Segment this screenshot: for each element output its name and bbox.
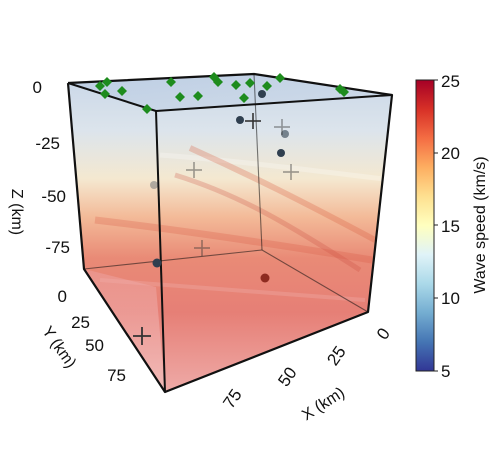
cube-edge-right-top [155,94,393,112]
event-dot [150,181,158,189]
station-marker [117,86,127,96]
cube-edges [66,72,394,394]
cross-marker [274,119,290,135]
station-marker [262,81,272,91]
station-marker [102,77,112,87]
z-tick-label: -50 [41,187,66,206]
velocity-streak [159,152,393,183]
velocity-volume [68,74,393,392]
colorbar-tick-label: 20 [441,144,460,163]
x-axis-label: X (km) [299,384,348,424]
x-tick-label: 25 [323,343,349,369]
cube-edge-hidden-bottom [83,249,263,270]
station-markers [95,72,349,114]
colorbar-gradient [415,79,435,372]
station-marker [95,81,105,91]
cross-marker [186,162,202,178]
station-marker [231,80,241,90]
y-tick-label: 0 [58,287,67,306]
cross-marker [245,113,261,129]
station-marker [166,77,176,87]
y-tick-label: 25 [71,313,90,332]
event-dot [236,116,244,124]
event-dot [277,149,285,157]
z-axis-label: Z (km) [8,189,25,235]
z-axis: 0 -25 -50 -75 Z (km) [8,78,70,257]
colorbar-label: Wave speed (km/s) [472,156,489,293]
z-tick-label: 0 [33,78,42,97]
cube-edge-front-top [67,82,157,112]
y-tick-label: 50 [85,336,104,355]
station-marker [100,89,110,99]
x-tick-label: 50 [274,364,300,390]
cross-marker [194,240,210,256]
station-marker [339,87,349,97]
y-tick-label: 75 [107,366,126,385]
event-dot [152,258,162,268]
cube-edge-hidden-bottom [261,249,369,313]
x-tick-label: 0 [373,325,394,344]
colorbar: 25 20 15 10 5 Wave speed (km/s) [415,72,489,381]
volume-body [68,74,392,392]
station-marker [213,77,223,87]
cube-edge-hidden-vertical [253,73,263,251]
colorbar-ticks [434,79,438,372]
station-marker [239,93,249,103]
station-marker [245,78,255,88]
z-tick-label: -75 [45,238,70,257]
station-marker [175,92,185,102]
z-tick-label: -25 [35,134,60,153]
station-marker [142,104,152,114]
colorbar-tick-label: 10 [441,289,460,308]
cube-edge-front-vertical [155,110,166,393]
velocity-streak [188,145,377,243]
event-dot [260,273,270,283]
station-marker [193,91,203,101]
event-dot [281,130,289,138]
cross-marker [283,164,299,180]
event-markers [150,90,289,283]
velocity-streak [99,278,366,302]
colorbar-tick-label: 5 [441,362,450,381]
x-tick-label: 75 [219,386,245,412]
colorbar-tick-label: 25 [441,72,460,91]
station-marker [275,73,285,83]
colorbar-tick-label: 15 [441,217,460,236]
velocity-streak [94,216,373,264]
cross-marker [133,327,151,345]
velocity-streak [174,172,362,273]
event-dot [258,90,266,98]
cross-markers [133,113,299,345]
